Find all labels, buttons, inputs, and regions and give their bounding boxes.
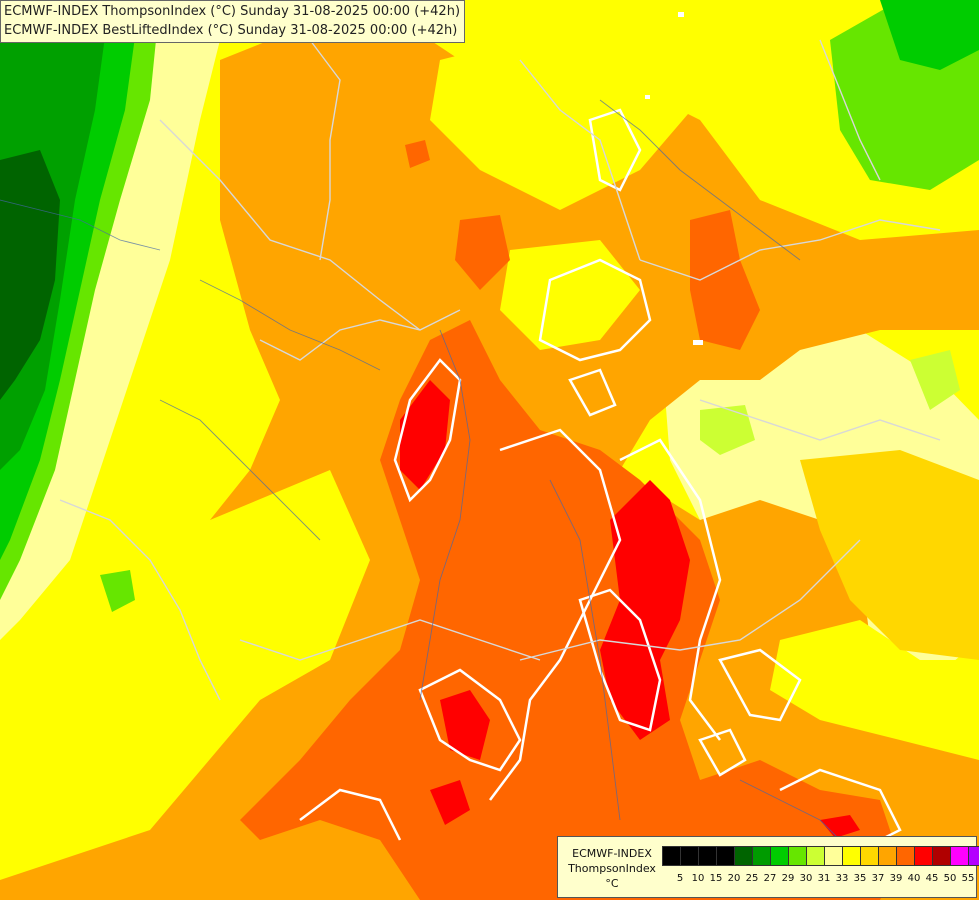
yellow-zone-center-hole [500, 240, 640, 350]
legend-swatch [806, 847, 824, 865]
legend-swatch [896, 847, 914, 865]
country-borders [59, 39, 941, 701]
yellow-zone-southeast [770, 620, 979, 760]
legend-swatch [968, 847, 979, 865]
yellow-zone-south-west [160, 470, 370, 700]
red-zone-south [430, 780, 470, 825]
legend-tick-label: 10 [691, 873, 705, 884]
legend-swatch [770, 847, 788, 865]
map-title-box: ECMWF-INDEX ThompsonIndex (°C) Sunday 31… [0, 0, 466, 43]
legend-swatch [680, 847, 698, 865]
legend-tick-label: 45 [925, 873, 939, 884]
green-zone-east-small [910, 350, 960, 410]
legend-swatch [716, 847, 734, 865]
legend-swatch [842, 847, 860, 865]
legend-tick-label: 20 [727, 873, 741, 884]
legend-tick-label: 33 [835, 873, 849, 884]
red-zone-south-west [440, 690, 490, 760]
color-legend: ECMWF-INDEX ThompsonIndex °C 5 10 15 20 25 27… [557, 836, 979, 898]
red-zone-northwest [400, 380, 450, 490]
legend-tick-label: 35 [853, 873, 867, 884]
red-zone-center [600, 480, 690, 740]
title-line-bestlifted: ECMWF-INDEX BestLiftedIndex (°C) Sunday … [4, 23, 458, 38]
snow-patch [693, 340, 703, 345]
dark-orange-zone-north-east [690, 210, 760, 350]
legend-ticks: 51015202527293031333537394045505560 [662, 873, 979, 887]
legend-tick-label: 29 [781, 873, 795, 884]
legend-tick-label: 27 [763, 873, 777, 884]
legend-swatch [752, 847, 770, 865]
legend-swatch [860, 847, 878, 865]
green-zone-northeast-inner [880, 0, 979, 70]
snow-patch [645, 95, 650, 99]
legend-tick-label: 25 [745, 873, 759, 884]
legend-label: ECMWF-INDEX ThompsonIndex °C [562, 846, 662, 891]
title-line-thompson: ECMWF-INDEX ThompsonIndex (°C) Sunday 31… [4, 4, 461, 19]
legend-swatch [950, 847, 968, 865]
red-zone-southeast [820, 815, 860, 838]
dark-orange-zone-north [455, 215, 510, 290]
legend-tick-label: 55 [961, 873, 975, 884]
legend-swatch [914, 847, 932, 865]
legend-swatch [698, 847, 716, 865]
legend-swatch [824, 847, 842, 865]
green-zone-center-east [700, 405, 755, 455]
legend-model: ECMWF-INDEX [572, 847, 652, 860]
contour-lines [299, 108, 902, 852]
pale-yellow-zone-west [0, 0, 230, 640]
legend-swatch [788, 847, 806, 865]
legend-swatch [932, 847, 950, 865]
legend-unit: °C [605, 877, 619, 890]
dark-orange-zone-spot [405, 140, 430, 168]
legend-tick-label: 50 [943, 873, 957, 884]
legend-swatch [663, 847, 680, 865]
legend-tick-label: 40 [907, 873, 921, 884]
legend-variable: ThompsonIndex [568, 862, 656, 875]
legend-tick-label: 39 [889, 873, 903, 884]
legend-tick-label: 5 [676, 873, 684, 884]
legend-color-bar [662, 846, 979, 866]
green-zone-west-darkest [0, 150, 60, 400]
snow-patch [678, 12, 684, 17]
gold-zone-east [800, 450, 979, 660]
legend-swatch [734, 847, 752, 865]
legend-tick-label: 30 [799, 873, 813, 884]
legend-tick-label: 15 [709, 873, 723, 884]
legend-swatch [878, 847, 896, 865]
legend-tick-label: 31 [817, 873, 831, 884]
green-zone-west-spot [100, 570, 135, 612]
legend-tick-label: 37 [871, 873, 885, 884]
